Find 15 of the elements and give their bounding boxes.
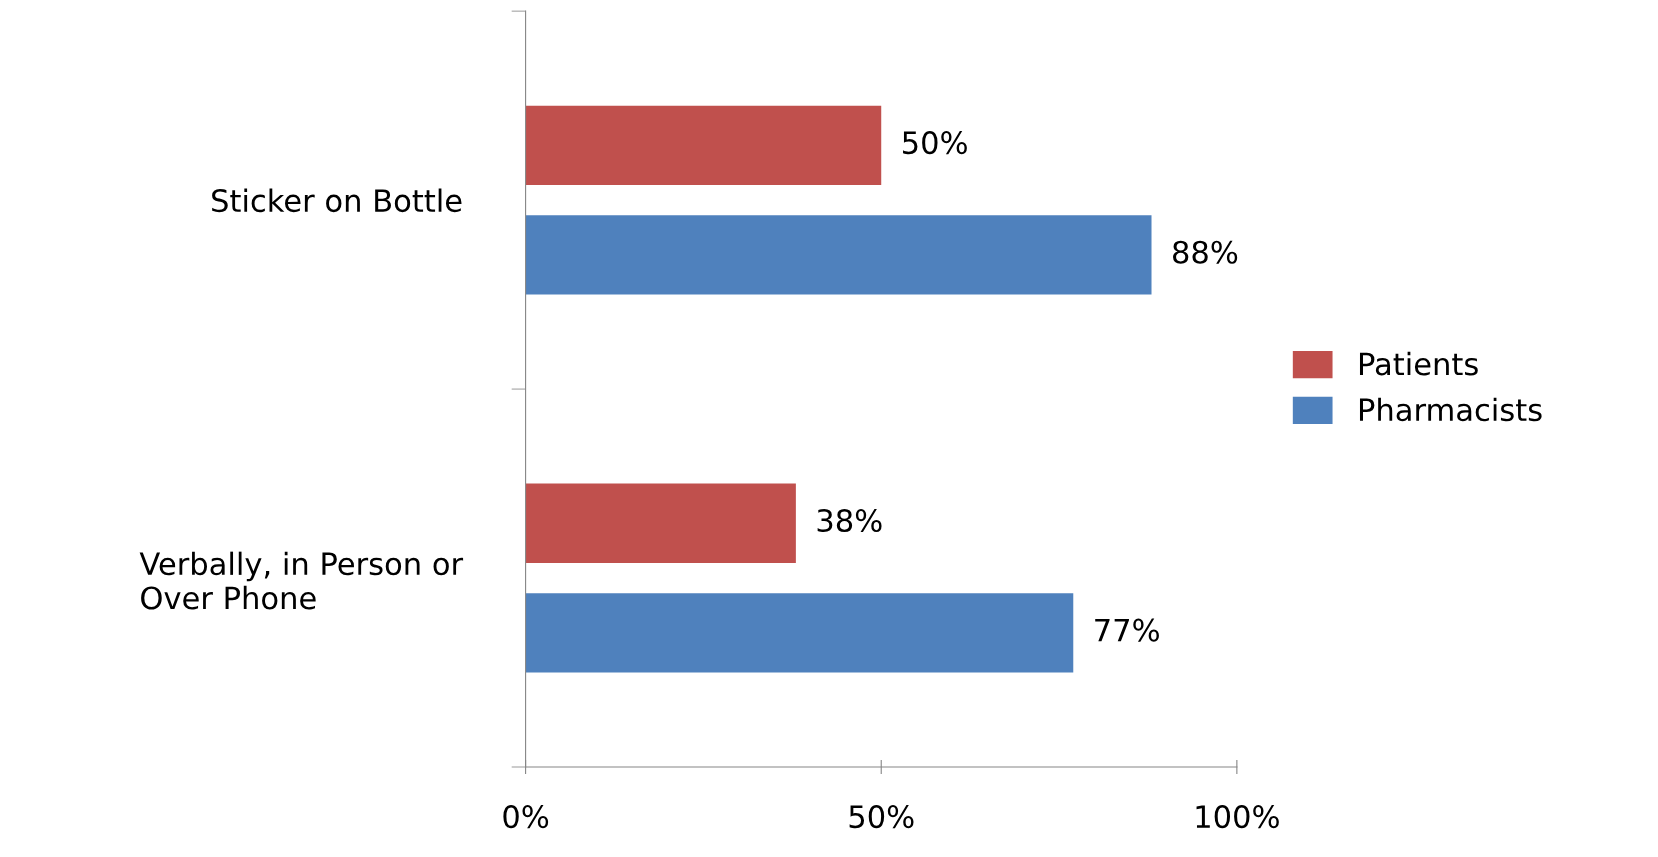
data-label: 38% bbox=[817, 509, 882, 533]
bar bbox=[525, 215, 1152, 295]
data-label: 50% bbox=[903, 131, 967, 155]
bar bbox=[525, 105, 882, 185]
legend-label: Patients bbox=[1359, 351, 1478, 376]
bar bbox=[525, 593, 1074, 673]
x-tick-label: 0% bbox=[503, 805, 549, 829]
legend-label: Pharmacists bbox=[1359, 397, 1542, 422]
y-tick-label: Sticker on Bottle bbox=[212, 188, 462, 213]
bar bbox=[525, 483, 796, 563]
y-tick-label: Verbally, in Person or Over Phone bbox=[139, 551, 464, 610]
data-label: 88% bbox=[1173, 240, 1238, 264]
x-tick-label: 100% bbox=[1196, 805, 1279, 829]
x-tick-label: 50% bbox=[849, 805, 914, 829]
data-label: 77% bbox=[1095, 618, 1159, 642]
